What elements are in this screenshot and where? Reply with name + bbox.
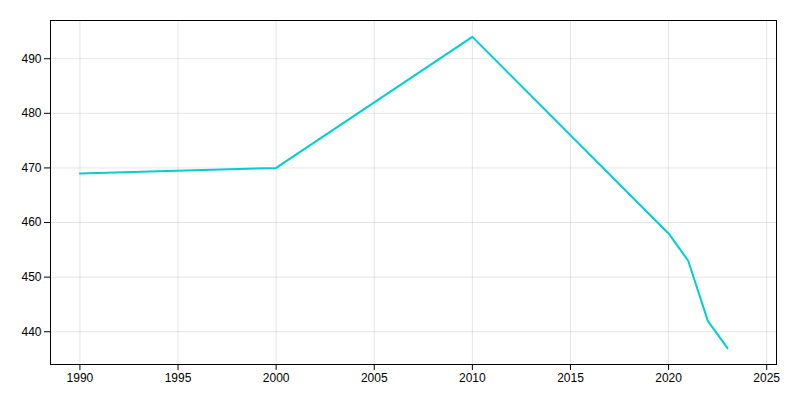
svg-text:470: 470 (21, 161, 41, 175)
svg-text:460: 460 (21, 215, 41, 229)
svg-text:2005: 2005 (361, 371, 388, 385)
svg-text:2025: 2025 (753, 371, 780, 385)
svg-text:440: 440 (21, 325, 41, 339)
svg-text:2000: 2000 (263, 371, 290, 385)
svg-text:2010: 2010 (459, 371, 486, 385)
svg-text:490: 490 (21, 52, 41, 66)
svg-text:1995: 1995 (165, 371, 192, 385)
svg-text:2015: 2015 (557, 371, 584, 385)
svg-text:480: 480 (21, 106, 41, 120)
svg-text:2020: 2020 (655, 371, 682, 385)
svg-text:450: 450 (21, 270, 41, 284)
svg-text:1990: 1990 (67, 371, 94, 385)
